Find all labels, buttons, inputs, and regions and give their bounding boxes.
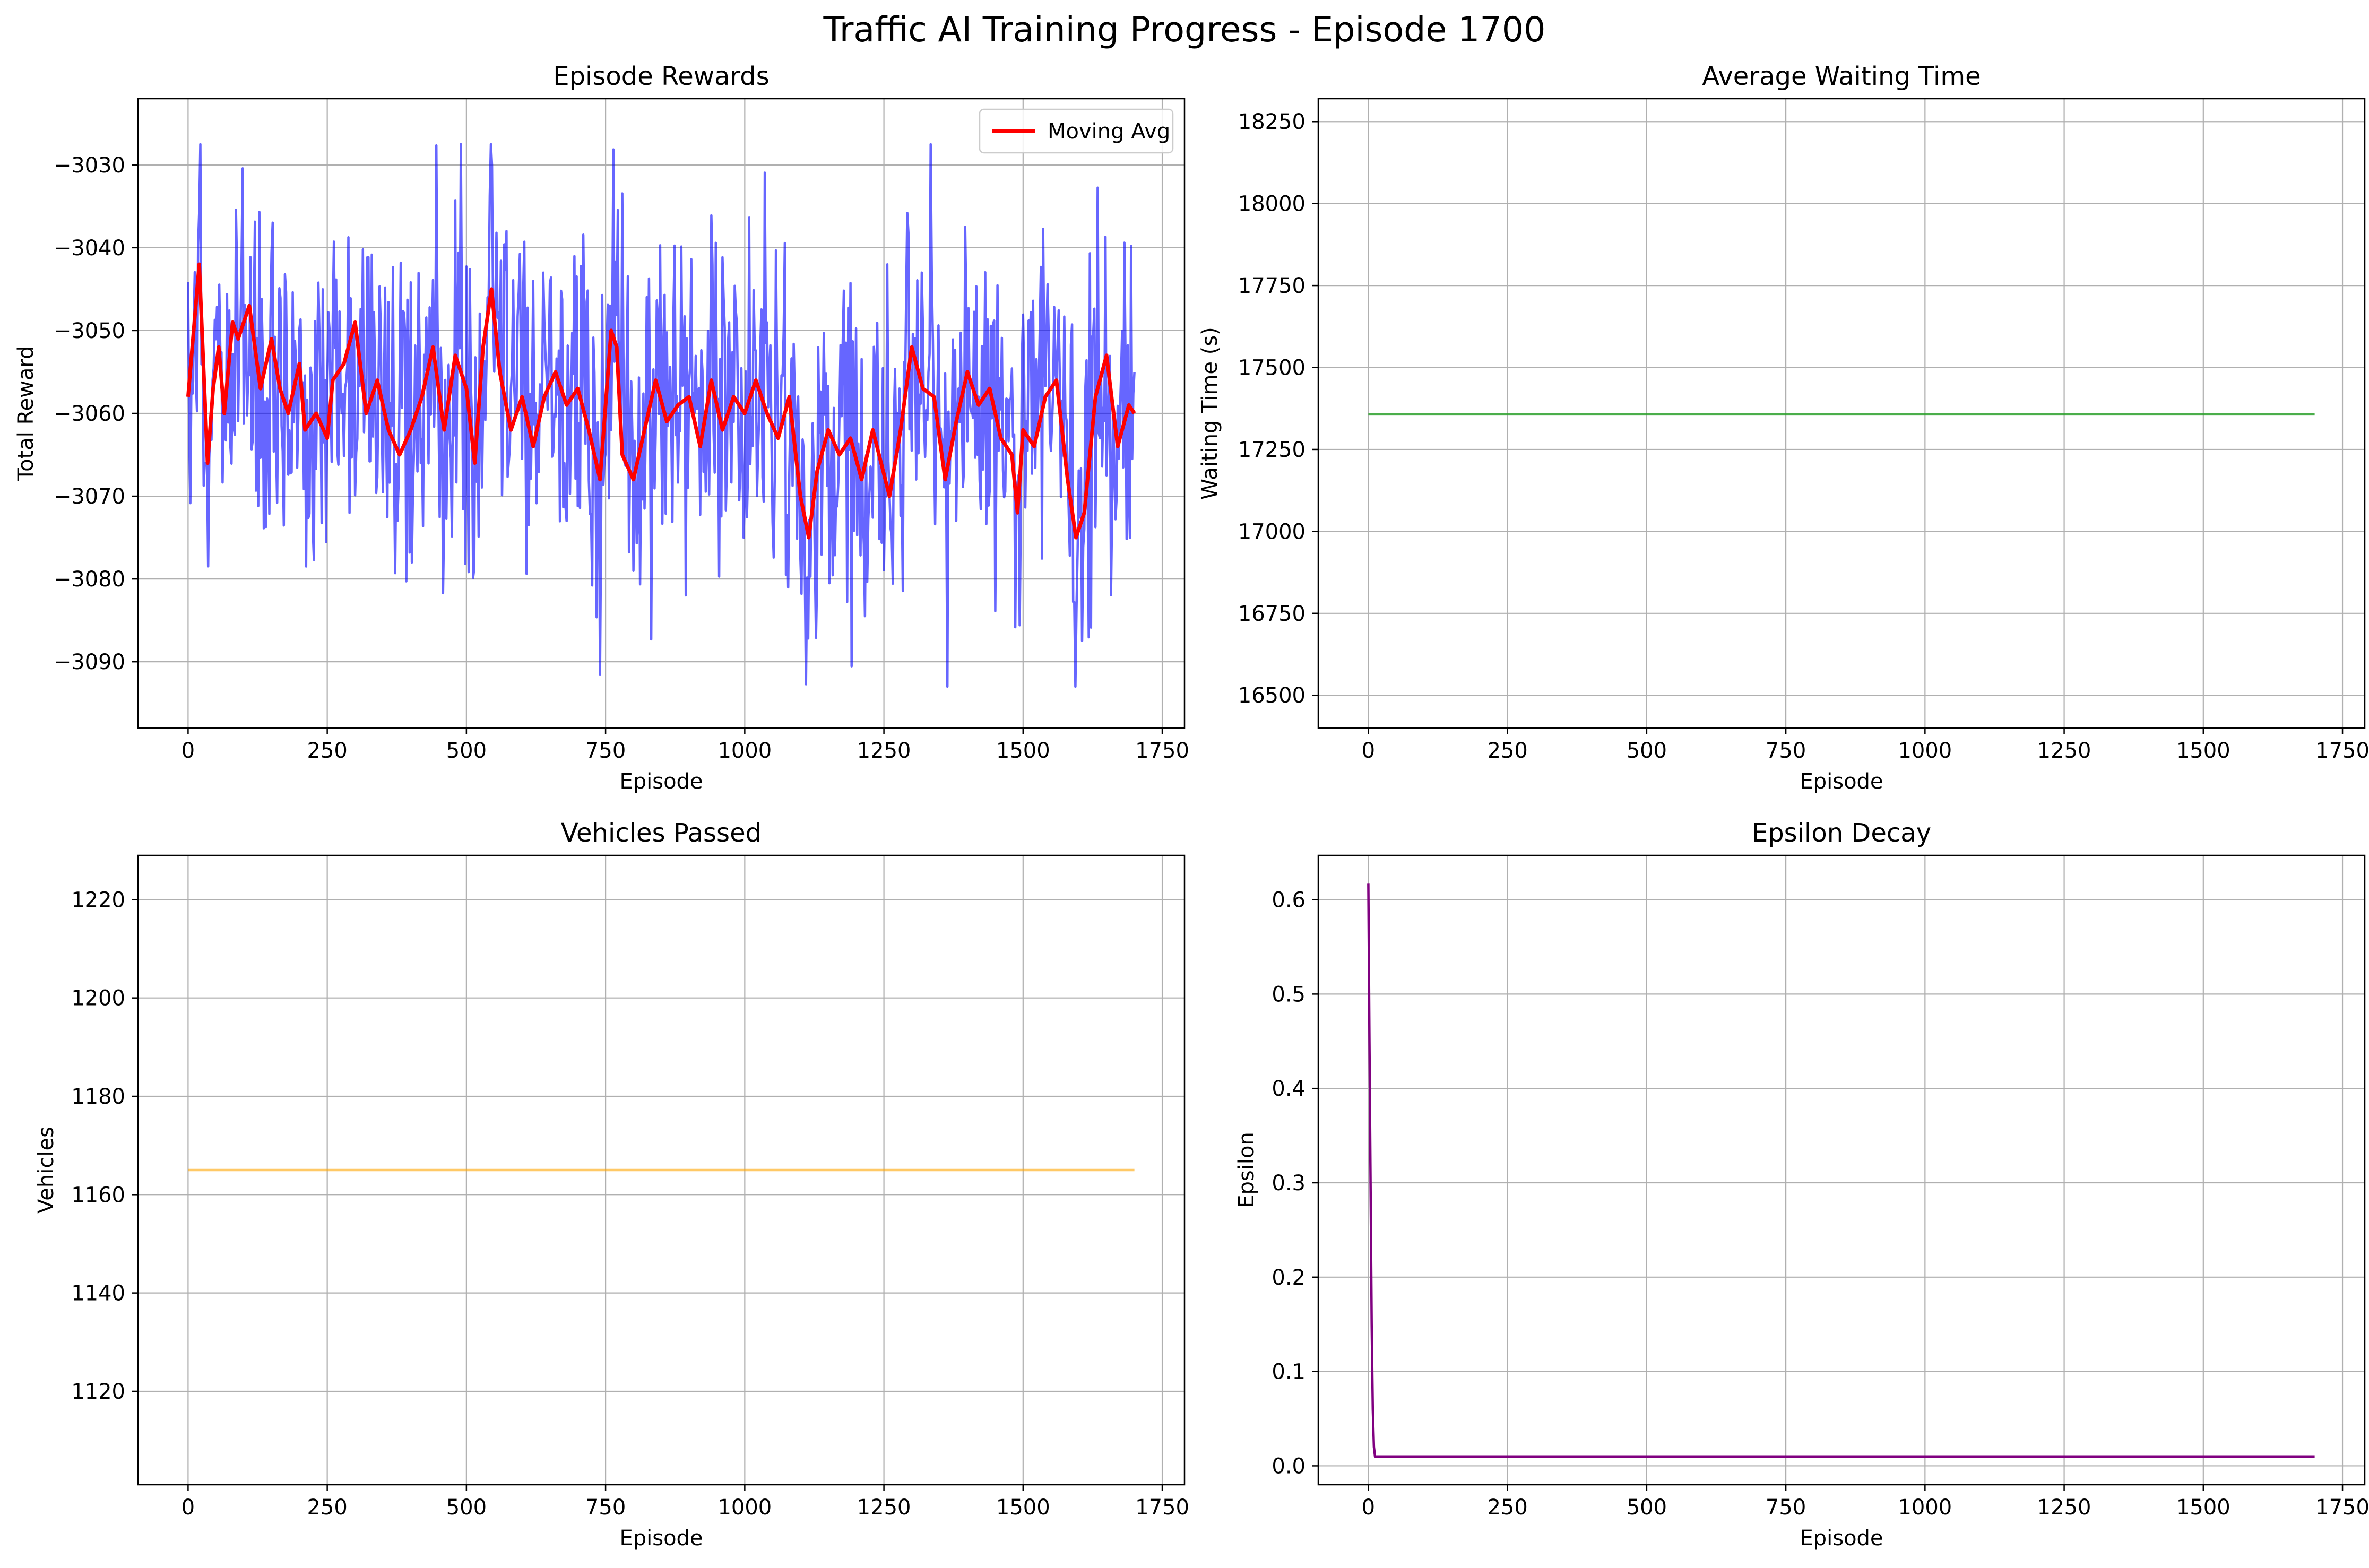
- y-tick-label: 1220: [71, 888, 125, 912]
- legend-label: Moving Avg: [1048, 119, 1170, 144]
- x-tick-label: 250: [307, 739, 347, 763]
- x-tick-label: 500: [446, 1495, 487, 1520]
- x-tick-label: 1500: [996, 1495, 1050, 1520]
- x-tick-label: 1000: [717, 1495, 772, 1520]
- y-tick-label: −3070: [54, 484, 125, 509]
- y-axis-label: Vehicles: [34, 1127, 58, 1214]
- y-tick-label: 17000: [1238, 519, 1305, 544]
- y-tick-label: −3040: [54, 236, 125, 261]
- y-tick-label: 18000: [1238, 192, 1305, 216]
- x-tick-label: 500: [1627, 739, 1667, 763]
- x-axis-label: Episode: [1800, 1526, 1883, 1550]
- x-tick-label: 250: [307, 1495, 347, 1520]
- y-tick-label: 1120: [71, 1380, 125, 1404]
- y-tick-label: 0.5: [1272, 982, 1305, 1007]
- y-tick-label: 1160: [71, 1183, 125, 1207]
- y-axis-label: Waiting Time (s): [1198, 327, 1222, 500]
- y-tick-label: 0.2: [1272, 1266, 1305, 1290]
- y-tick-label: 18250: [1238, 110, 1305, 134]
- y-tick-label: 17750: [1238, 274, 1305, 298]
- series-line-rewards-avg: [186, 262, 1136, 540]
- axes-frame: [1317, 854, 2366, 1486]
- y-tick-label: 1180: [71, 1085, 125, 1109]
- x-tick-label: 1500: [2176, 739, 2230, 763]
- x-tick-label: 1000: [1898, 739, 1952, 763]
- subplot-epsilon: 0 250 500 750 1000 1250 1500 1750 0.0 0.1 0.2 0.3 0.…: [1234, 818, 2369, 1550]
- subplot-rewards: 0 250 500 750 1000 1250 1500 1750 −3090 −3080 −307…: [14, 62, 1189, 794]
- x-axis-label: Episode: [1800, 769, 1883, 794]
- x-tick-label: 1750: [2315, 739, 2369, 763]
- subplot-title: Average Waiting Time: [1702, 62, 1981, 91]
- x-tick-label: 1250: [857, 739, 911, 763]
- subplot-title: Episode Rewards: [553, 62, 770, 91]
- x-tick-label: 1250: [2037, 739, 2091, 763]
- y-tick-label: 0.6: [1272, 888, 1305, 913]
- x-tick-label: 750: [585, 739, 626, 763]
- axes-frame: [1317, 98, 2366, 729]
- x-tick-label: 1000: [1898, 1495, 1952, 1520]
- y-tick-label: 16500: [1238, 683, 1305, 708]
- x-axis-label: Episode: [619, 1526, 703, 1550]
- x-tick-label: 750: [585, 1495, 626, 1520]
- series-line-rewards-raw: [187, 143, 1136, 688]
- x-tick-label: 500: [446, 739, 487, 763]
- y-axis-label: Total Reward: [14, 345, 38, 481]
- x-tick-label: 750: [1766, 1495, 1806, 1520]
- y-tick-label: 0.4: [1272, 1077, 1305, 1101]
- y-tick-label: 1140: [71, 1281, 125, 1306]
- x-tick-label: 0: [1362, 739, 1375, 763]
- x-tick-label: 1000: [717, 739, 772, 763]
- x-tick-label: 250: [1487, 739, 1527, 763]
- y-tick-label: 0.0: [1272, 1454, 1305, 1478]
- y-tick-label: 0.1: [1272, 1360, 1305, 1384]
- x-tick-label: 1750: [1135, 739, 1189, 763]
- axes-frame: [137, 854, 1186, 1486]
- y-tick-label: 17500: [1238, 356, 1305, 380]
- x-tick-label: 1250: [2037, 1495, 2091, 1520]
- x-tick-label: 0: [1362, 1495, 1375, 1520]
- x-tick-label: 1500: [2176, 1495, 2230, 1520]
- y-tick-label: 0.3: [1272, 1171, 1305, 1196]
- x-tick-label: 0: [181, 739, 195, 763]
- y-tick-label: −3080: [54, 567, 125, 592]
- subplot-vehicles: 0 250 500 750 1000 1250 1500 1750 1120 1140 1160 11…: [34, 818, 1189, 1550]
- data-rewards: [186, 143, 1136, 688]
- subplot-grid: 0 250 500 750 1000 1250 1500 1750 −3090 −3080 −307…: [14, 62, 2369, 1550]
- x-tick-label: 500: [1627, 1495, 1667, 1520]
- x-axis-label: Episode: [619, 769, 703, 794]
- data-epsilon: [1367, 883, 2315, 1458]
- y-tick-label: 1200: [71, 986, 125, 1011]
- x-tick-label: 1750: [1135, 1495, 1189, 1520]
- x-tick-label: 1250: [857, 1495, 911, 1520]
- y-tick-label: −3050: [54, 319, 125, 343]
- x-tick-label: 1500: [996, 739, 1050, 763]
- x-tick-label: 750: [1766, 739, 1806, 763]
- figure-title: Traffic AI Training Progress - Episode 1…: [823, 10, 1546, 50]
- subplot-waiting: 0 250 500 750 1000 1250 1500 1750 16500 16750 1700…: [1198, 62, 2369, 794]
- subplot-title: Epsilon Decay: [1752, 818, 1931, 848]
- y-tick-label: 16750: [1238, 602, 1305, 626]
- y-tick-label: 17250: [1238, 438, 1305, 462]
- series-line-epsilon: [1367, 883, 2315, 1458]
- x-tick-label: 250: [1487, 1495, 1527, 1520]
- legend-box: [979, 108, 1174, 154]
- x-tick-label: 0: [181, 1495, 195, 1520]
- y-tick-label: −3030: [54, 153, 125, 178]
- y-tick-label: −3060: [54, 402, 125, 426]
- x-tick-label: 1750: [2315, 1495, 2369, 1520]
- y-tick-label: −3090: [54, 650, 125, 674]
- subplot-title: Vehicles Passed: [561, 818, 762, 848]
- y-axis-label: Epsilon: [1234, 1132, 1259, 1208]
